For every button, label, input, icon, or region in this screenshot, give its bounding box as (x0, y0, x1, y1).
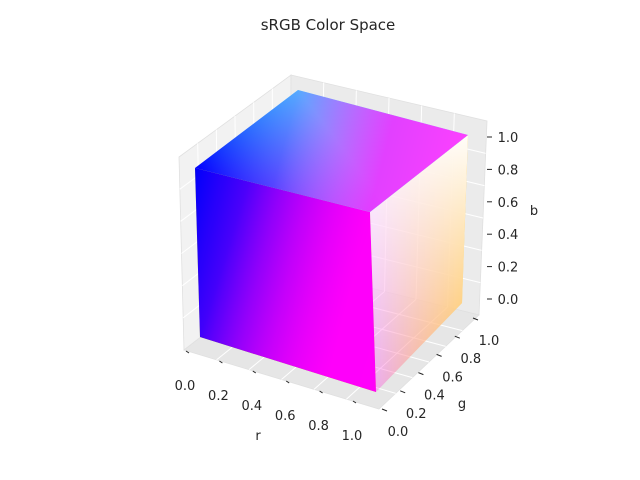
z-axis-tick-label: 0.6 (498, 196, 519, 211)
y-axis: 0.0 0.2 0.4 0.6 0.8 1.0 (381, 317, 500, 440)
z-axis-label: b (530, 204, 538, 219)
cube-face-top-magenta (195, 90, 468, 212)
x-axis-tick-label: 0.0 (175, 379, 196, 394)
x-axis-label: r (255, 429, 261, 444)
x-axis-tick-label: 0.6 (275, 409, 296, 424)
y-axis-tick-mark (400, 390, 406, 394)
cube-face-front-blend (195, 168, 376, 392)
x-axis-tick-mark (219, 360, 223, 364)
y-axis-tick-label: 0.8 (460, 352, 481, 367)
x-axis: 0.0 0.2 0.4 0.6 0.8 1.0 (175, 350, 363, 444)
rgb-cube (195, 90, 468, 392)
z-axis-tick-label: 0.0 (498, 293, 519, 308)
y-axis-tick-label: 0.6 (442, 370, 463, 385)
x-axis-tick-mark (185, 350, 190, 354)
x-axis-tick-label: 0.4 (241, 399, 262, 414)
z-axis-tick-label: 0.4 (498, 228, 519, 243)
x-axis-tick-label: 1.0 (342, 429, 363, 444)
z-axis: 0.0 0.2 0.4 0.6 0.8 1.0 (487, 131, 518, 308)
x-axis-tick-label: 0.2 (208, 389, 229, 404)
x-axis-tick-mark (285, 380, 290, 384)
y-axis-tick-mark (472, 317, 479, 321)
z-axis-tick-label: 0.8 (498, 163, 519, 178)
y-axis-tick-mark (436, 353, 442, 357)
y-axis-tick-label: 0.2 (406, 407, 427, 422)
x-axis-tick-mark (352, 400, 357, 404)
y-axis-tick-label: 0.4 (424, 389, 445, 404)
y-axis-tick-mark (454, 335, 460, 339)
y-axis-tick-label: 0.0 (388, 425, 409, 440)
z-axis-tick-label: 0.2 (498, 261, 519, 276)
x-axis-tick-mark (252, 370, 257, 374)
x-axis-tick-mark (319, 390, 323, 394)
y-axis-label: g (458, 397, 466, 412)
y-axis-tick-mark (381, 408, 388, 412)
chart-title: sRGB Color Space (261, 16, 396, 34)
z-axis-tick-label: 1.0 (498, 131, 519, 146)
x-axis-tick-label: 0.8 (308, 419, 329, 434)
y-axis-tick-label: 1.0 (479, 334, 500, 349)
y-axis-tick-mark (418, 372, 424, 376)
cube-face-right-white (370, 135, 468, 392)
